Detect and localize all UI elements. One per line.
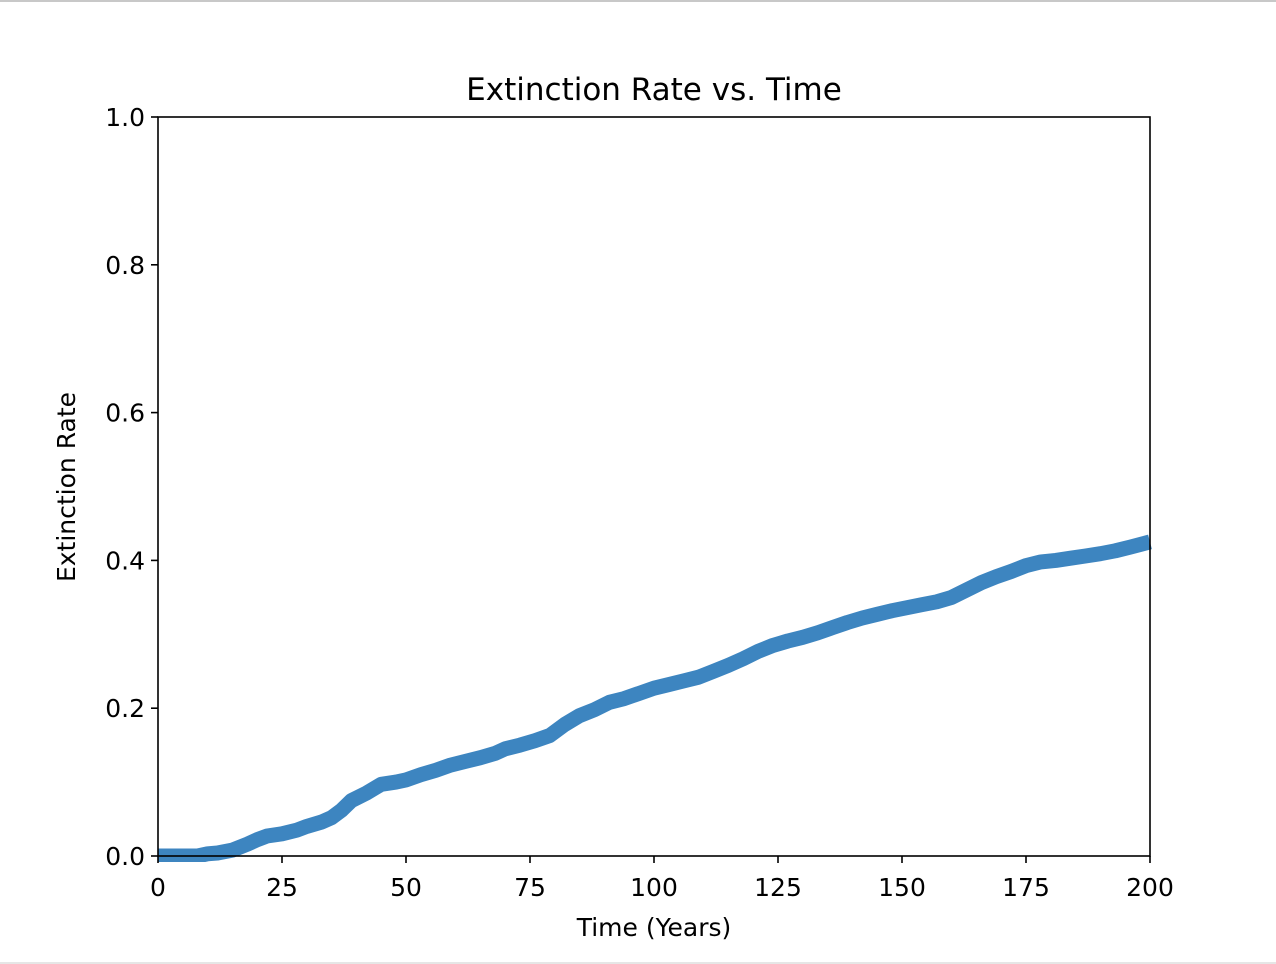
y-axis-label: Extinction Rate bbox=[52, 392, 81, 582]
x-tick-label: 175 bbox=[1002, 873, 1050, 902]
y-tick-label: 0.4 bbox=[105, 546, 145, 575]
x-tick-label: 25 bbox=[266, 873, 298, 902]
x-tick-label: 125 bbox=[754, 873, 802, 902]
chart-title: Extinction Rate vs. Time bbox=[466, 72, 842, 108]
x-axis-label: Time (Years) bbox=[576, 913, 732, 942]
window-bottom-border bbox=[0, 962, 1276, 964]
window-top-border bbox=[0, 0, 1276, 2]
x-tick-label: 50 bbox=[390, 873, 422, 902]
y-axis-ticks: 0.0 0.2 0.4 0.6 0.8 1.0 bbox=[105, 103, 158, 871]
y-tick-label: 1.0 bbox=[105, 103, 145, 132]
y-tick-label: 0.8 bbox=[105, 251, 145, 280]
axes-frame bbox=[157, 116, 1151, 857]
x-tick-label: 150 bbox=[878, 873, 926, 902]
y-tick-label: 0.6 bbox=[105, 399, 145, 428]
x-tick-label: 75 bbox=[514, 873, 546, 902]
extinction-rate-series-line bbox=[158, 534, 1152, 862]
x-axis-ticks: 0 25 50 75 100 125 150 175 200 bbox=[150, 856, 1174, 902]
x-tick-label: 200 bbox=[1126, 873, 1174, 902]
y-tick-label: 0.0 bbox=[105, 842, 145, 871]
plot-area bbox=[158, 534, 1152, 862]
x-tick-label: 0 bbox=[150, 873, 166, 902]
y-tick-label: 0.2 bbox=[105, 694, 145, 723]
x-tick-label: 100 bbox=[630, 873, 678, 902]
